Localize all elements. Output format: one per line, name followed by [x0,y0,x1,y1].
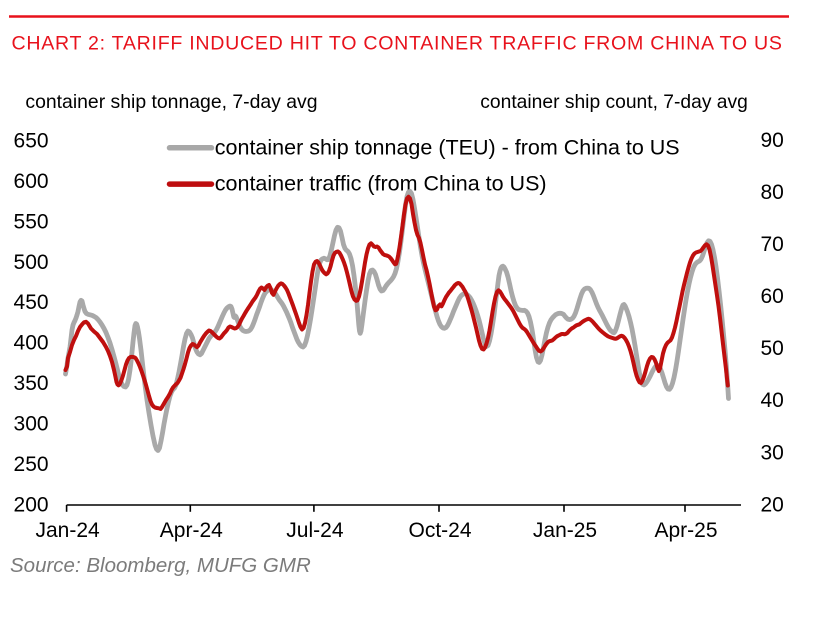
svg-text:400: 400 [14,332,49,355]
svg-text:80: 80 [761,181,784,204]
svg-text:300: 300 [14,412,49,435]
svg-text:40: 40 [761,389,784,412]
svg-text:container ship tonnage, 7-day: container ship tonnage, 7-day avg [25,91,317,113]
svg-text:60: 60 [761,285,784,308]
svg-text:Jan-24: Jan-24 [35,519,100,542]
svg-text:200: 200 [14,493,49,516]
svg-text:350: 350 [14,372,49,395]
svg-text:250: 250 [14,453,49,476]
svg-text:container ship count, 7-day av: container ship count, 7-day avg [480,92,748,113]
svg-text:500: 500 [14,251,49,274]
svg-text:600: 600 [14,170,49,193]
svg-text:650: 650 [14,130,49,153]
svg-text:Apr-25: Apr-25 [654,519,717,542]
svg-text:container ship tonnage (TEU) -: container ship tonnage (TEU) - from Chin… [215,136,680,160]
svg-text:20: 20 [761,493,784,516]
svg-text:CHART 2: TARIFF INDUCED HIT TO: CHART 2: TARIFF INDUCED HIT TO CONTAINER… [12,33,783,55]
svg-text:Apr-24: Apr-24 [160,519,223,542]
svg-text:70: 70 [761,233,784,256]
svg-text:container traffic (from China: container traffic (from China to US) [215,172,547,196]
svg-text:Oct-24: Oct-24 [408,519,471,542]
svg-text:Jan-25: Jan-25 [533,519,597,542]
svg-text:450: 450 [14,291,49,314]
svg-text:90: 90 [761,129,784,152]
svg-text:30: 30 [761,441,784,464]
svg-text:Jul-24: Jul-24 [286,519,344,542]
svg-text:50: 50 [761,337,784,360]
svg-text:Source: Bloomberg, MUFG GMR: Source: Bloomberg, MUFG GMR [10,554,311,577]
svg-text:550: 550 [14,210,49,233]
